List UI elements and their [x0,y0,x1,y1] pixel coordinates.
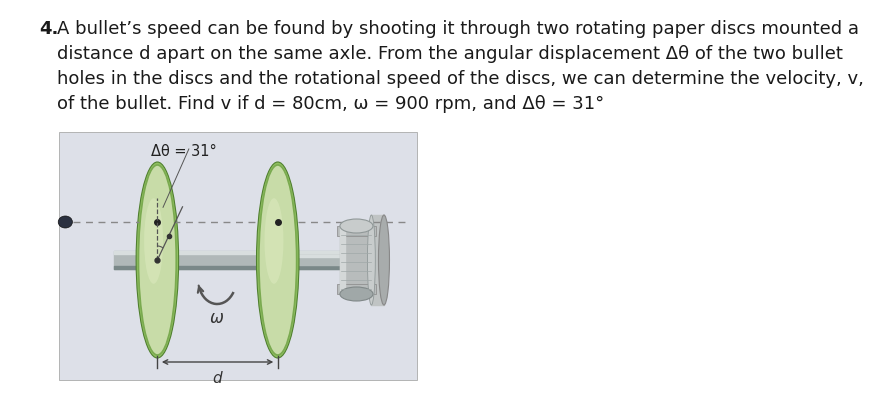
Bar [337,226,376,236]
Ellipse shape [340,219,373,233]
Text: of the bullet. Find v if d = 80cm, ω = 900 rpm, and Δθ = 31°: of the bullet. Find v if d = 80cm, ω = 9… [57,95,604,113]
FancyBboxPatch shape [59,132,417,380]
Ellipse shape [368,215,375,305]
Text: distance d apart on the same axle. From the angular displacement Δθ of the two b: distance d apart on the same axle. From … [57,45,842,63]
Ellipse shape [379,215,389,305]
Ellipse shape [265,198,284,284]
Text: d: d [213,371,223,386]
Text: ω: ω [210,309,224,327]
Ellipse shape [136,162,179,358]
Text: Δθ = 31°: Δθ = 31° [151,144,217,159]
Ellipse shape [340,287,373,301]
Ellipse shape [139,165,176,355]
Ellipse shape [259,165,297,355]
Ellipse shape [257,162,299,358]
Text: A bullet’s speed can be found by shooting it through two rotating paper discs mo: A bullet’s speed can be found by shootin… [57,20,859,38]
Text: holes in the discs and the rotational speed of the discs, we can determine the v: holes in the discs and the rotational sp… [57,70,863,88]
Text: 4.: 4. [39,20,58,38]
Bar [337,284,376,294]
Ellipse shape [58,216,72,228]
Ellipse shape [144,198,163,284]
